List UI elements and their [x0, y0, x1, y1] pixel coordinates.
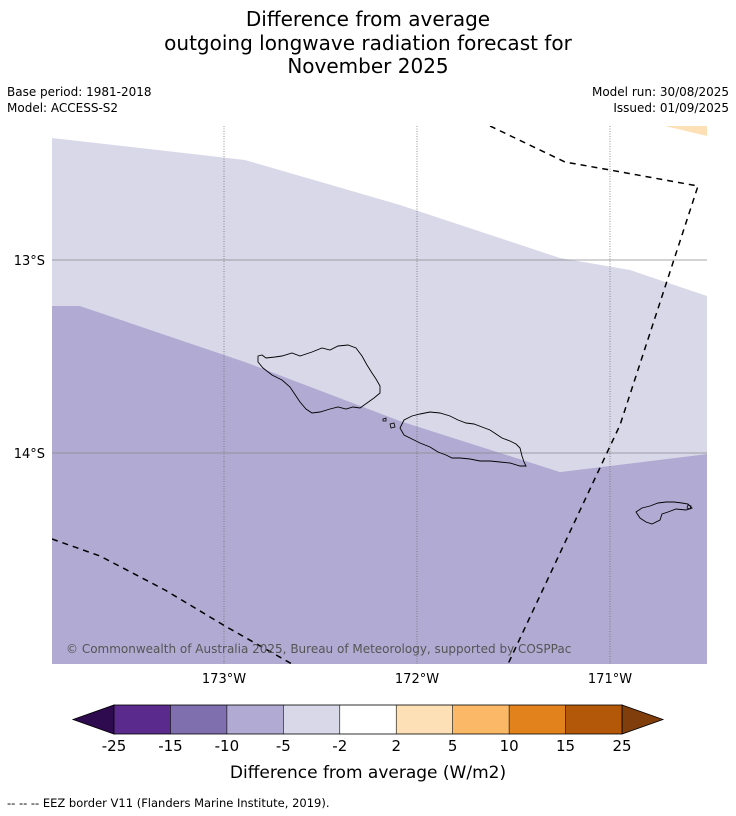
colorbar-tick-label: 15	[556, 737, 575, 755]
colorbar-tick-label: 5	[448, 737, 458, 755]
colorbar-bin-2	[226, 705, 284, 734]
model-name: Model: ACCESS-S2	[7, 101, 119, 115]
lon-label-173w: 173°W	[202, 672, 246, 687]
colorbar-bin-1	[170, 705, 227, 734]
lat-label-14s: 14°S	[14, 447, 45, 462]
region-2-to-5	[665, 126, 707, 136]
island-apolima	[382, 417, 387, 422]
colorbar-over-arrow	[621, 704, 665, 735]
colorbar-tick-label: -15	[158, 737, 183, 755]
eez-border-east	[489, 126, 699, 664]
model-run: Model run: 30/08/2025	[591, 85, 729, 99]
colorbar: -25 -15 -10 -5 -2 2 5 10 15 25	[71, 704, 665, 755]
colorbar-bin-6	[452, 705, 510, 734]
meta-right: Model run: 30/08/2025 Issued: 01/09/2025	[592, 84, 729, 116]
map-area: © Commonwealth of Australia 2025, Bureau…	[52, 126, 707, 664]
eez-legend-note: -- -- -- EEZ border V11 (Flanders Marine…	[7, 796, 330, 810]
island-aunuu	[686, 504, 692, 510]
colorbar-tick-label: 2	[391, 737, 401, 755]
colorbar-under-arrow	[71, 704, 115, 735]
colorbar-tick-label: 10	[500, 737, 519, 755]
title-line-1: Difference from average	[245, 7, 491, 31]
island-manono	[389, 422, 396, 429]
colorbar-label: Difference from average (W/m2)	[230, 763, 506, 783]
colorbar-bin-3	[283, 705, 340, 734]
title-line-3: November 2025	[287, 54, 449, 78]
island-upolu	[399, 411, 527, 467]
lat-label-13s: 13°S	[14, 254, 45, 269]
colorbar-tick-label: -25	[102, 737, 127, 755]
colorbar-bin-7	[509, 705, 566, 734]
colorbar-bin-4	[339, 705, 397, 734]
colorbar-tick-label: -5	[276, 737, 291, 755]
base-period: Base period: 1981-2018	[7, 85, 152, 99]
colorbar-tick-label: -10	[215, 737, 240, 755]
lon-label-171w: 171°W	[588, 672, 632, 687]
colorbar-bin-5	[396, 705, 453, 734]
meta-left: Base period: 1981-2018 Model: ACCESS-S2	[7, 84, 152, 116]
region-minus10-to-minus5	[52, 306, 707, 664]
colorbar-tick-label: 25	[612, 737, 631, 755]
issued-date: Issued: 01/09/2025	[613, 101, 729, 115]
colorbar-bin-0	[114, 705, 171, 734]
colorbar-tick-label: -2	[332, 737, 347, 755]
eez-border-southwest	[52, 538, 293, 664]
lon-label-172w: 172°W	[395, 672, 439, 687]
region-minus5-to-minus2	[52, 138, 707, 472]
colorbar-outline	[113, 704, 623, 735]
copyright-notice: © Commonwealth of Australia 2025, Bureau…	[66, 642, 571, 656]
title-line-2: outgoing longwave radiation forecast for	[164, 30, 572, 55]
island-savaii	[257, 344, 381, 414]
map-title: Difference from average outgoing longwav…	[0, 7, 736, 79]
colorbar-bin-8	[565, 705, 622, 734]
